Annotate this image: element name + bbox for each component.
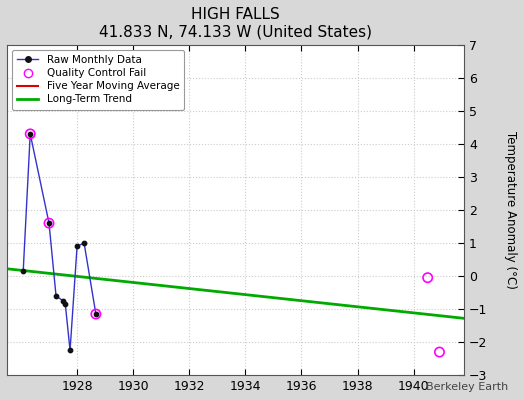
Point bbox=[73, 243, 81, 250]
Text: Berkeley Earth: Berkeley Earth bbox=[426, 382, 508, 392]
Point bbox=[80, 240, 88, 246]
Point bbox=[52, 293, 60, 299]
Legend: Raw Monthly Data, Quality Control Fail, Five Year Moving Average, Long-Term Tren: Raw Monthly Data, Quality Control Fail, … bbox=[12, 50, 184, 110]
Point bbox=[435, 349, 444, 355]
Point bbox=[423, 274, 432, 281]
Y-axis label: Temperature Anomaly (°C): Temperature Anomaly (°C) bbox=[504, 131, 517, 289]
Point bbox=[61, 301, 70, 307]
Title: HIGH FALLS
41.833 N, 74.133 W (United States): HIGH FALLS 41.833 N, 74.133 W (United St… bbox=[99, 7, 372, 39]
Point bbox=[19, 268, 27, 274]
Point bbox=[66, 347, 74, 354]
Point bbox=[45, 220, 53, 226]
Point bbox=[59, 298, 67, 304]
Point bbox=[45, 220, 53, 226]
Point bbox=[26, 131, 35, 137]
Point bbox=[92, 311, 100, 317]
Point bbox=[92, 311, 100, 317]
Point bbox=[26, 131, 35, 137]
